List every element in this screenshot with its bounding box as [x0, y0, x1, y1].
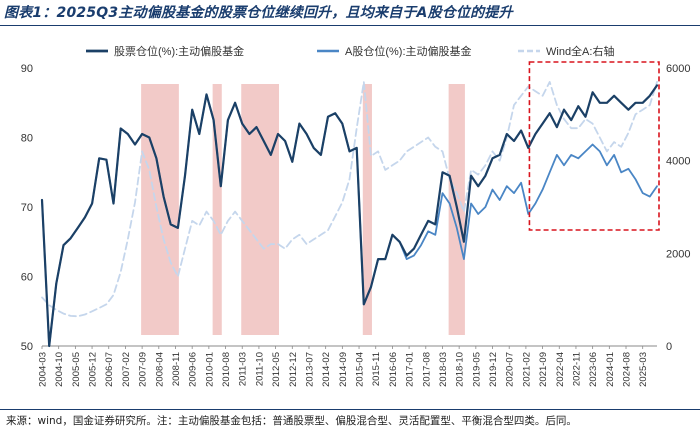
x-tick-label: 2005-05 — [71, 352, 82, 387]
legend: 股票仓位(%):主动偏股基金 A股仓位(%):主动偏股基金 Wind全A:右轴 — [86, 44, 614, 58]
x-tick-label: 2012-12 — [288, 352, 299, 387]
x-tick-label: 2011-10 — [254, 352, 265, 386]
y-left-tick-label: 70 — [21, 202, 33, 214]
x-tick-label: 2017-08 — [421, 352, 432, 387]
footer-rule — [0, 409, 700, 410]
x-tick-label: 2007-02 — [121, 352, 132, 387]
x-tick-label: 2020-07 — [505, 352, 516, 387]
series-line-3 — [41, 81, 658, 318]
series-line-2 — [41, 93, 658, 347]
y-left-tick-label: 50 — [21, 341, 33, 353]
shaded-period-1 — [141, 84, 179, 335]
x-tick-label: 2008-04 — [154, 352, 165, 387]
x-tick-label: 2025-03 — [638, 352, 649, 387]
x-tick-label: 2009-06 — [188, 352, 199, 387]
highlight-box-group — [528, 61, 660, 231]
x-tick-label: 2021-09 — [538, 352, 549, 387]
x-tick-label: 2023-06 — [588, 352, 599, 387]
x-tick-label: 2004-10 — [54, 352, 65, 387]
x-tick-label: 2004-03 — [38, 352, 49, 387]
source-note: 来源：wind，国金证券研究所。注：主动偏股基金包括：普通股票型、偏股混合型、灵… — [6, 415, 577, 427]
chart-title: 图表1：2025Q3主动偏股基金的股票仓位继续回升，且均来自于A股仓位的提升 — [4, 5, 513, 21]
y-left-tick-label: 60 — [21, 272, 33, 284]
shaded-period-4 — [362, 84, 372, 335]
x-tick-label: 2015-04 — [355, 352, 366, 387]
x-tick-label: 2015-11 — [371, 352, 382, 386]
x-tick-label: 2024-08 — [622, 352, 633, 387]
y-right-tick-label: 0 — [666, 341, 672, 353]
x-tick-label: 2024-01 — [605, 352, 616, 387]
x-tick-label: 2016-06 — [388, 352, 399, 387]
x-tick-label: 2014-09 — [338, 352, 349, 387]
y-right-tick-label: 2000 — [666, 248, 690, 260]
shaded-periods — [141, 84, 465, 335]
x-tick-label: 2017-01 — [405, 352, 416, 387]
y-left-tick-label: 90 — [21, 63, 33, 75]
x-tick-label: 2007-09 — [138, 352, 149, 387]
x-tick-label: 2014-02 — [321, 352, 332, 387]
series-line-1 — [40, 84, 659, 348]
x-tick-label: 2012-05 — [271, 352, 282, 387]
x-tick-label: 2021-02 — [521, 352, 532, 387]
x-tick-label: 2010-01 — [204, 352, 215, 387]
y-left-tick-label: 80 — [21, 133, 33, 145]
x-tick-label: 2011-03 — [238, 352, 249, 386]
x-tick-label: 2006-07 — [104, 352, 115, 387]
x-tick-label: 2018-10 — [455, 352, 466, 387]
x-tick-label: 2010-08 — [221, 352, 232, 387]
axes: 50 60 70 80 90 0 2000 4000 6000 2004-03 2004-10 200… — [21, 63, 691, 387]
legend-label-1: 股票仓位(%):主动偏股基金 — [114, 44, 244, 58]
x-tick-label: 2008-11 — [171, 352, 182, 386]
legend-label-3: Wind全A:右轴 — [546, 44, 614, 58]
y-right-tick-label: 4000 — [666, 156, 690, 168]
shaded-period-2 — [212, 84, 222, 335]
x-tick-label: 2018-03 — [438, 352, 449, 387]
shaded-period-3 — [241, 84, 279, 335]
x-tick-label: 2019-12 — [488, 352, 499, 387]
x-tick-label: 2005-12 — [88, 352, 99, 387]
y-right-tick-label: 6000 — [666, 63, 690, 75]
x-tick-label: 2022-04 — [555, 352, 566, 387]
highlight-box — [528, 61, 660, 231]
x-tick-label: 2013-07 — [304, 352, 315, 387]
x-tick-label: 2019-05 — [471, 352, 482, 387]
series-lines — [40, 81, 659, 348]
x-tick-label: 2022-11 — [571, 352, 582, 386]
title-rule — [0, 25, 700, 26]
line-chart: 50 60 70 80 90 0 2000 4000 6000 2004-03 2004-10 200… — [21, 44, 691, 387]
legend-label-2: A股仓位(%):主动偏股基金 — [345, 44, 472, 58]
